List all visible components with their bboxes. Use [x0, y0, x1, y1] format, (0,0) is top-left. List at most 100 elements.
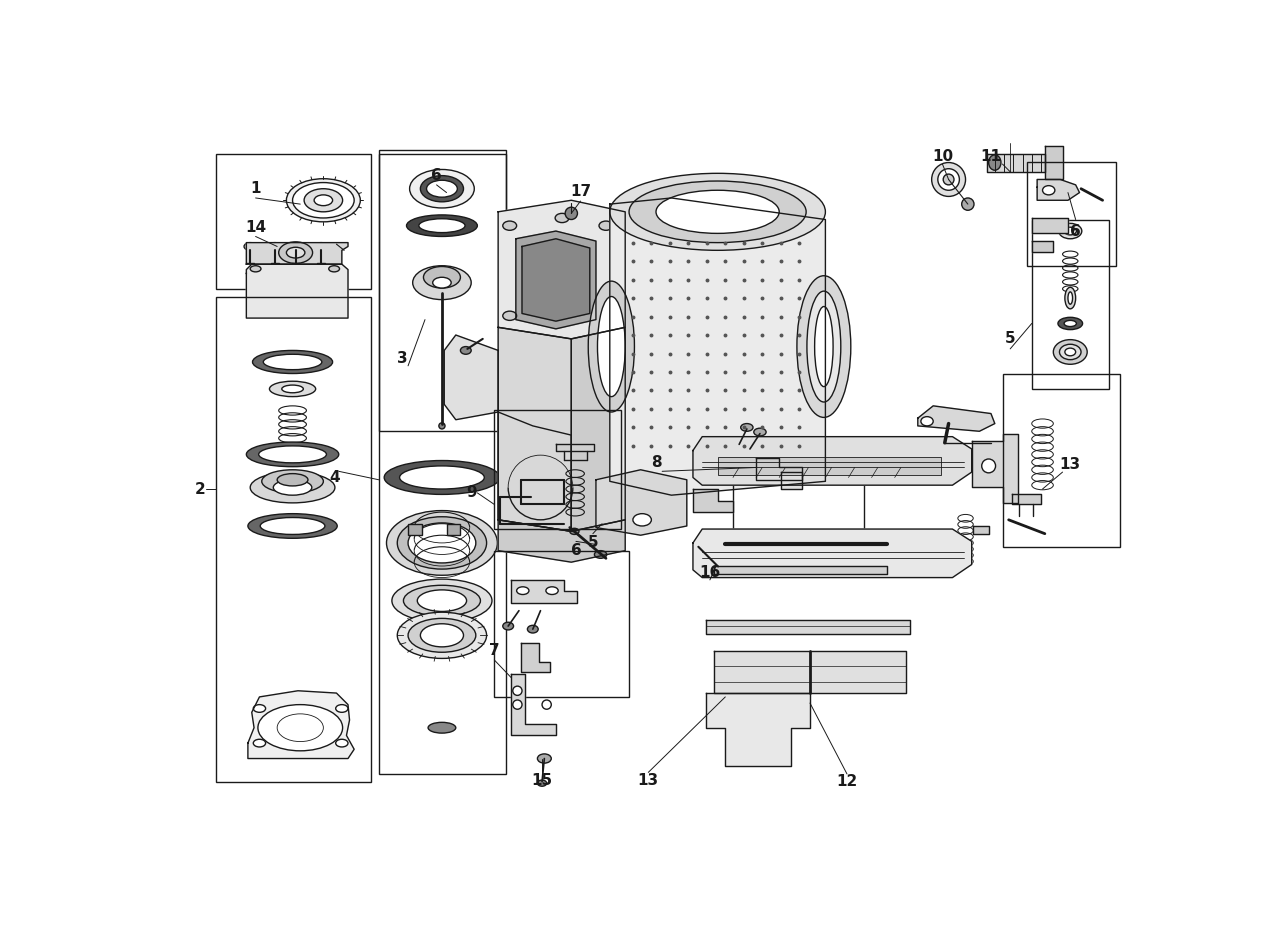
Ellipse shape	[786, 476, 797, 485]
Ellipse shape	[428, 722, 456, 733]
Polygon shape	[1032, 241, 1052, 252]
Ellipse shape	[408, 523, 476, 563]
Ellipse shape	[538, 780, 547, 787]
Text: 1: 1	[251, 182, 261, 196]
Ellipse shape	[655, 190, 780, 234]
Ellipse shape	[503, 622, 513, 630]
Ellipse shape	[412, 265, 471, 300]
Text: 12: 12	[836, 774, 858, 789]
Bar	[1032, 220, 1108, 389]
Ellipse shape	[253, 705, 266, 712]
Ellipse shape	[932, 163, 965, 196]
Ellipse shape	[570, 528, 579, 534]
Text: 11: 11	[980, 149, 1001, 164]
Polygon shape	[498, 200, 625, 339]
Ellipse shape	[513, 686, 522, 695]
Ellipse shape	[517, 587, 529, 595]
Ellipse shape	[305, 189, 343, 212]
Ellipse shape	[439, 423, 445, 429]
Polygon shape	[692, 489, 733, 512]
Ellipse shape	[1064, 227, 1076, 235]
Ellipse shape	[279, 242, 312, 263]
Ellipse shape	[1065, 348, 1075, 356]
Polygon shape	[521, 643, 549, 672]
Polygon shape	[246, 264, 348, 318]
Ellipse shape	[270, 381, 316, 397]
Ellipse shape	[417, 590, 467, 612]
Ellipse shape	[1042, 185, 1055, 195]
Polygon shape	[918, 406, 995, 431]
Ellipse shape	[282, 385, 303, 393]
Polygon shape	[1011, 493, 1041, 505]
Text: 8: 8	[650, 454, 662, 469]
Text: 5: 5	[1005, 331, 1015, 346]
Polygon shape	[781, 472, 803, 489]
Ellipse shape	[961, 198, 974, 210]
Ellipse shape	[594, 550, 607, 559]
Bar	[408, 524, 422, 535]
Ellipse shape	[710, 561, 724, 571]
Text: 13: 13	[1060, 457, 1080, 472]
Ellipse shape	[253, 739, 266, 747]
Ellipse shape	[541, 700, 552, 709]
Polygon shape	[973, 526, 988, 533]
Bar	[494, 410, 621, 529]
Ellipse shape	[252, 350, 333, 373]
Text: 2: 2	[195, 481, 206, 496]
Ellipse shape	[403, 586, 480, 616]
Ellipse shape	[420, 176, 463, 202]
Polygon shape	[1044, 146, 1062, 180]
Ellipse shape	[814, 306, 833, 386]
Ellipse shape	[424, 266, 461, 288]
Ellipse shape	[503, 311, 517, 320]
Polygon shape	[498, 328, 571, 532]
Ellipse shape	[1059, 317, 1083, 330]
Ellipse shape	[264, 355, 321, 370]
Ellipse shape	[259, 446, 326, 463]
Ellipse shape	[287, 179, 361, 222]
Ellipse shape	[335, 739, 348, 747]
Polygon shape	[692, 529, 972, 577]
Ellipse shape	[397, 517, 486, 569]
Ellipse shape	[407, 215, 477, 236]
Ellipse shape	[938, 169, 960, 190]
Bar	[215, 296, 371, 782]
Ellipse shape	[1059, 223, 1082, 238]
Ellipse shape	[399, 466, 484, 489]
Ellipse shape	[1053, 340, 1087, 364]
Ellipse shape	[387, 510, 498, 575]
Polygon shape	[714, 566, 887, 573]
Ellipse shape	[274, 479, 312, 495]
Ellipse shape	[1064, 320, 1076, 327]
Ellipse shape	[278, 474, 308, 486]
Polygon shape	[596, 470, 687, 535]
Ellipse shape	[244, 243, 256, 250]
Text: 5: 5	[588, 535, 598, 550]
Ellipse shape	[314, 195, 333, 206]
Text: 16: 16	[699, 565, 721, 580]
Polygon shape	[246, 243, 348, 264]
Polygon shape	[1037, 180, 1079, 200]
Ellipse shape	[1065, 288, 1075, 309]
Ellipse shape	[545, 587, 558, 595]
Ellipse shape	[599, 221, 613, 230]
Ellipse shape	[250, 472, 335, 503]
Text: 13: 13	[637, 773, 659, 788]
Ellipse shape	[397, 613, 486, 658]
Ellipse shape	[392, 579, 492, 622]
Ellipse shape	[461, 346, 471, 355]
Polygon shape	[707, 620, 910, 634]
Polygon shape	[516, 231, 596, 329]
Bar	[447, 524, 461, 535]
Ellipse shape	[289, 243, 302, 250]
Polygon shape	[756, 458, 803, 479]
Text: 9: 9	[466, 485, 476, 500]
Ellipse shape	[293, 182, 355, 218]
Text: 3: 3	[397, 351, 407, 366]
Ellipse shape	[538, 754, 552, 763]
Ellipse shape	[806, 291, 841, 402]
Ellipse shape	[408, 618, 476, 653]
Polygon shape	[498, 519, 625, 562]
Bar	[379, 154, 506, 431]
Ellipse shape	[287, 248, 305, 258]
